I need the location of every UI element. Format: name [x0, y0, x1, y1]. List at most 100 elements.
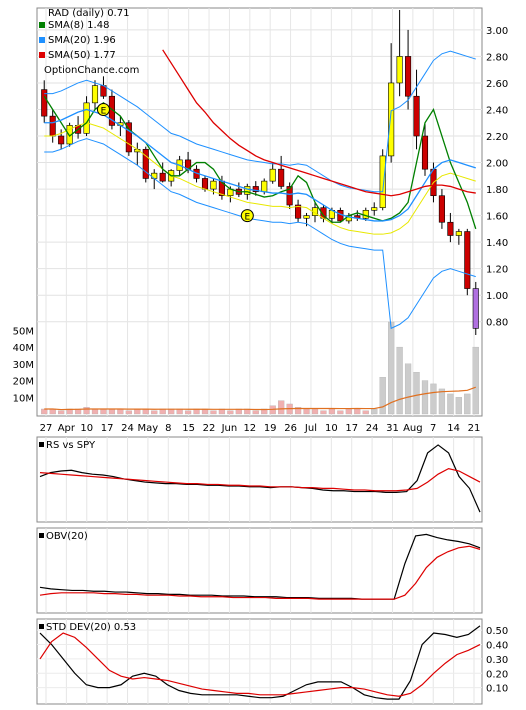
legend-swatch-sma50	[39, 52, 45, 58]
candle-body-50	[464, 231, 471, 289]
candle-body-2	[58, 135, 65, 145]
volume-bar-44	[413, 372, 420, 415]
candle-body-25	[252, 186, 259, 193]
candle-body-30	[295, 204, 302, 219]
main-title: RAD (daily) 0.71	[48, 8, 129, 19]
date-label-15: 17	[345, 423, 358, 434]
volume-bar-8	[108, 408, 116, 415]
volume-bar-32	[311, 408, 319, 415]
rs-line-0	[39, 444, 481, 513]
date-label-0: 27	[40, 423, 53, 434]
rs-panel-frame	[36, 436, 483, 523]
std-line-1	[39, 632, 481, 697]
volume-bar-7	[100, 408, 107, 415]
volume-tick-0: 50M	[13, 326, 34, 337]
candle-body-19	[201, 178, 209, 190]
date-label-6: 8	[165, 423, 171, 434]
volume-tick-4: 10M	[13, 393, 34, 404]
candle-body-38	[362, 210, 369, 219]
legend-swatch-sma20	[39, 37, 45, 43]
candle-body-41	[388, 82, 395, 157]
std-swatch	[39, 624, 44, 629]
rs-title: RS vs SPY	[46, 440, 96, 451]
date-label-7: 15	[182, 423, 195, 434]
volume-bar-35	[337, 410, 344, 415]
bollinger-upper	[44, 50, 476, 193]
std-tick-4: 0.10	[486, 684, 508, 695]
candle-body-13	[151, 172, 158, 179]
candle-body-6	[91, 85, 99, 104]
inner-band	[44, 122, 476, 235]
candle-body-42	[396, 56, 403, 84]
volume-bar-41	[388, 321, 395, 415]
candle-body-27	[269, 168, 276, 182]
sma-line-2	[162, 49, 476, 197]
volume-bar-11	[134, 408, 141, 415]
price-tick-0: 3.00	[486, 26, 508, 37]
volume-tick-3: 20M	[13, 377, 34, 388]
candle-body-14	[159, 172, 166, 182]
obv-line-1	[39, 545, 481, 600]
candle-body-20	[210, 180, 217, 190]
volume-tick-1: 40M	[13, 343, 34, 354]
rs-swatch	[39, 442, 44, 447]
candle-body-40	[379, 155, 386, 208]
earnings-label-1: E	[244, 213, 250, 223]
date-label-12: 26	[284, 423, 297, 434]
std-line-0	[39, 625, 481, 700]
candle-body-31	[303, 215, 310, 219]
volume-bar-39	[371, 408, 378, 415]
volume-bar-42	[396, 346, 403, 415]
price-tick-8: 1.40	[486, 238, 508, 249]
date-label-13: Jul	[304, 423, 317, 434]
candle-body-43	[405, 56, 412, 97]
volume-bar-17	[184, 410, 192, 415]
volume-bar-6	[91, 408, 99, 415]
axis-labels: 3.00 2.80 2.60 2.40 2.20 2.00 1.80 1.60 1.40 1.20…	[13, 26, 509, 695]
date-label-21: 21	[468, 423, 481, 434]
volume-bar-51	[472, 346, 479, 415]
std-tick-2: 0.30	[486, 655, 508, 666]
volume-bar-9	[117, 408, 124, 415]
date-label-3: 17	[101, 423, 114, 434]
candle-body-49	[455, 231, 462, 236]
obv-swatch	[39, 533, 44, 538]
std-title: STD DEV(20) 0.53	[46, 622, 136, 633]
volume-bar-46	[430, 383, 437, 415]
candle-body-26	[261, 180, 268, 193]
volume-bar-25	[252, 410, 259, 415]
volume-bar-40	[379, 377, 386, 415]
volume-bar-10	[125, 410, 132, 415]
date-label-14: 10	[325, 423, 338, 434]
candle-body-39	[371, 207, 378, 211]
volume-bar-13	[151, 410, 158, 415]
date-label-20: 14	[447, 423, 460, 434]
date-label-9: Jun	[221, 423, 238, 434]
date-label-8: 22	[203, 423, 216, 434]
std-tick-3: 0.20	[486, 669, 508, 680]
candle-body-44	[413, 95, 420, 137]
date-label-2: 10	[80, 423, 93, 434]
obv-panel-frame	[36, 527, 483, 614]
candle-body-28	[278, 168, 285, 187]
legend-sma20: SMA(20) 1.96	[48, 35, 116, 46]
date-label-11: 19	[264, 423, 277, 434]
obv-line-0	[39, 533, 481, 600]
volume-bar-1	[49, 408, 56, 415]
price-tick-7: 1.60	[486, 212, 508, 223]
candle-body-51	[472, 288, 479, 329]
legend-sma50: SMA(50) 1.77	[48, 50, 116, 61]
price-tick-10: 1.00	[486, 291, 508, 302]
candle-body-48	[447, 221, 454, 236]
price-tick-5: 2.00	[486, 159, 508, 170]
bollinger-lower	[44, 138, 476, 330]
volume-bar-34	[328, 408, 336, 415]
volume-bars	[41, 321, 479, 415]
std-tick-0: 0.50	[486, 626, 508, 637]
price-tick-1: 2.80	[486, 52, 508, 63]
volume-bar-5	[83, 407, 90, 415]
price-tick-3: 2.40	[486, 105, 508, 116]
date-label-4: 24	[121, 423, 134, 434]
rs-line-1	[39, 468, 481, 492]
candle-body-29	[286, 186, 293, 206]
